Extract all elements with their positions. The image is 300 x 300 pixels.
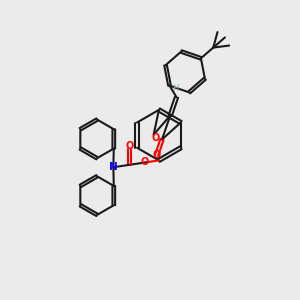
Text: O: O <box>141 158 149 167</box>
Text: H: H <box>172 84 179 93</box>
Text: O: O <box>151 133 159 143</box>
Text: O: O <box>153 150 161 160</box>
Text: O: O <box>125 141 134 152</box>
Text: N: N <box>109 162 118 172</box>
